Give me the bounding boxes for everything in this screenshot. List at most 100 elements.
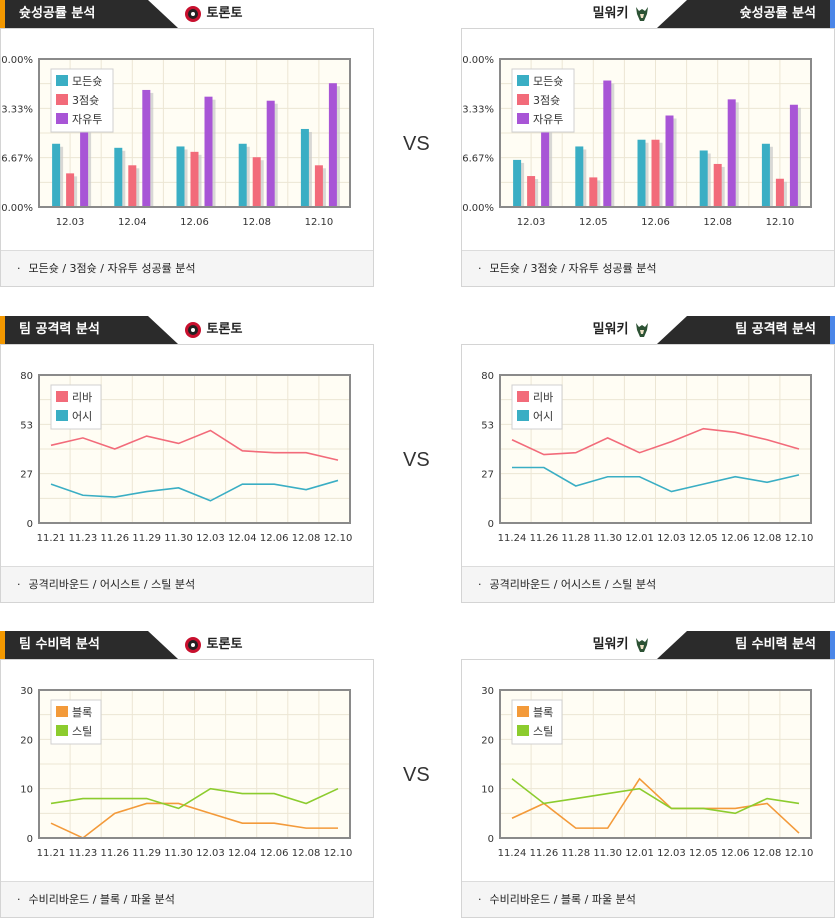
legend-swatch bbox=[56, 391, 68, 402]
x-tick-label: 12.04 bbox=[228, 533, 257, 544]
legend-label: 자유투 bbox=[533, 113, 563, 126]
y-tick-label: 0.00% bbox=[462, 203, 494, 214]
legend-label: 블록 bbox=[533, 706, 553, 719]
x-tick-label: 12.04 bbox=[228, 848, 257, 859]
vs-label: VS bbox=[403, 764, 430, 786]
accent-bar bbox=[0, 316, 5, 344]
series-line bbox=[50, 787, 339, 810]
y-tick-label: 73.33% bbox=[462, 104, 494, 115]
bar bbox=[142, 89, 151, 207]
legend-box bbox=[511, 384, 563, 430]
y-tick-label: 36.67% bbox=[1, 154, 33, 165]
bucks-logo-icon bbox=[636, 6, 648, 21]
y-tick-label: 30 bbox=[481, 686, 494, 697]
legend-swatch bbox=[517, 113, 529, 124]
team-name: 토론토 bbox=[206, 6, 243, 21]
bar bbox=[128, 165, 137, 207]
legend-label: 어시 bbox=[72, 410, 92, 423]
x-tick-label: 11.30 bbox=[164, 533, 193, 544]
x-tick-label: 12.08 bbox=[703, 217, 732, 228]
x-tick-label: 11.29 bbox=[132, 848, 161, 859]
defense-panel-milwaukee: 팀 수비력 분석 밀워키 30 20 10 0 11.24 11.26 11.28 11.30… bbox=[461, 631, 835, 918]
chart-box: 30 20 10 0 11.21 11.23 11.26 11.29 11.30 12.03 12.… bbox=[0, 659, 374, 918]
series-line bbox=[50, 429, 339, 461]
accent-bar bbox=[0, 0, 5, 28]
y-tick-label: 53 bbox=[20, 420, 33, 431]
legend-label: 스틸 bbox=[533, 725, 553, 738]
offense-panel-milwaukee: 팀 공격력 분석 밀워키 80 53 27 0 11.24 11.26 11.28 11.30… bbox=[461, 316, 835, 603]
x-tick-label: 12.06 bbox=[180, 217, 209, 228]
x-tick-label: 11.26 bbox=[100, 533, 129, 544]
x-tick-label: 12.03 bbox=[657, 848, 686, 859]
chart-footer: · 공격리바운드 / 어시스트 / 스틸 분석 bbox=[462, 566, 834, 602]
legend-label: 어시 bbox=[533, 410, 553, 423]
plot-border bbox=[38, 58, 351, 208]
x-tick-label: 12.01 bbox=[625, 848, 654, 859]
series-line bbox=[50, 479, 339, 502]
panel-title: 팀 수비력 분석 bbox=[0, 631, 178, 659]
x-tick-label: 12.10 bbox=[785, 533, 814, 544]
footer-text: 공격리바운드 / 어시스트 / 스틸 분석 bbox=[28, 578, 196, 591]
bar bbox=[204, 96, 213, 207]
x-tick-label: 11.26 bbox=[100, 848, 129, 859]
plot-border bbox=[38, 374, 351, 524]
y-tick-label: 20 bbox=[481, 735, 494, 746]
bar bbox=[637, 139, 646, 207]
y-tick-label: 0.00% bbox=[1, 203, 33, 214]
plot-border bbox=[499, 374, 812, 524]
legend-swatch bbox=[56, 410, 68, 421]
bar bbox=[266, 100, 275, 207]
team-label-milwaukee: 밀워키 bbox=[593, 316, 651, 344]
team-name: 밀워키 bbox=[592, 637, 629, 652]
legend-label: 리바 bbox=[72, 391, 92, 404]
plot-border bbox=[38, 689, 351, 839]
bar bbox=[541, 106, 550, 207]
x-tick-label: 12.10 bbox=[785, 848, 814, 859]
x-tick-label: 12.10 bbox=[305, 217, 334, 228]
team-label-toronto: 토론토 bbox=[184, 631, 242, 659]
chart-footer: · 모든슛 / 3점슛 / 자유투 성공률 분석 bbox=[1, 250, 373, 286]
x-tick-label: 12.10 bbox=[324, 533, 353, 544]
accent-bar bbox=[830, 316, 835, 344]
panel-header: 팀 공격력 분석 토론토 bbox=[0, 316, 374, 344]
x-tick-label: 11.30 bbox=[164, 848, 193, 859]
team-name: 토론토 bbox=[206, 322, 243, 337]
y-tick-label: 0 bbox=[488, 519, 494, 530]
vs-label: VS bbox=[403, 449, 430, 471]
y-tick-label: 0 bbox=[488, 834, 494, 845]
bar bbox=[238, 143, 247, 207]
accent-bar bbox=[830, 0, 835, 28]
team-name: 밀워키 bbox=[592, 322, 629, 337]
legend-swatch bbox=[56, 706, 68, 717]
team-name: 밀워키 bbox=[592, 6, 629, 21]
bar bbox=[665, 115, 674, 207]
x-tick-label: 12.04 bbox=[118, 217, 147, 228]
x-tick-label: 12.01 bbox=[625, 533, 654, 544]
plot-border bbox=[499, 58, 812, 208]
chart-box: 110.00% 73.33% 36.67% 0.00% 12.03 12.04 12.06 1… bbox=[0, 28, 374, 287]
footer-text: 수비리바운드 / 블록 / 파울 분석 bbox=[28, 893, 175, 906]
chart-footer: · 수비리바운드 / 블록 / 파울 분석 bbox=[462, 881, 834, 917]
bar bbox=[713, 163, 722, 207]
team-label-toronto: 토론토 bbox=[184, 0, 242, 28]
x-tick-label: 11.26 bbox=[530, 533, 559, 544]
y-tick-label: 110.00% bbox=[462, 55, 494, 66]
bar bbox=[603, 80, 612, 207]
panel-title: 슛성공률 분석 bbox=[657, 0, 835, 28]
x-tick-label: 12.10 bbox=[766, 217, 795, 228]
legend-label: 모든슛 bbox=[533, 75, 563, 88]
y-tick-label: 80 bbox=[20, 371, 33, 382]
bar bbox=[314, 165, 323, 207]
x-tick-label: 12.08 bbox=[242, 217, 271, 228]
bar bbox=[789, 104, 798, 207]
x-tick-label: 12.03 bbox=[657, 533, 686, 544]
bar bbox=[66, 173, 75, 207]
panel-header: 팀 수비력 분석 밀워키 bbox=[461, 631, 835, 659]
legend-label: 블록 bbox=[72, 706, 92, 719]
offense-panel-toronto: 팀 공격력 분석 토론토 80 53 27 0 11.21 11.23 11.26 11.29… bbox=[0, 316, 374, 603]
x-tick-label: 12.06 bbox=[721, 848, 750, 859]
shooting-panel-milwaukee: 슛성공률 분석 밀워키 110.00% 73.33% 36.67% 0.00% 12.0… bbox=[461, 0, 835, 287]
x-tick-label: 12.06 bbox=[721, 533, 750, 544]
legend-label: 스틸 bbox=[72, 725, 92, 738]
